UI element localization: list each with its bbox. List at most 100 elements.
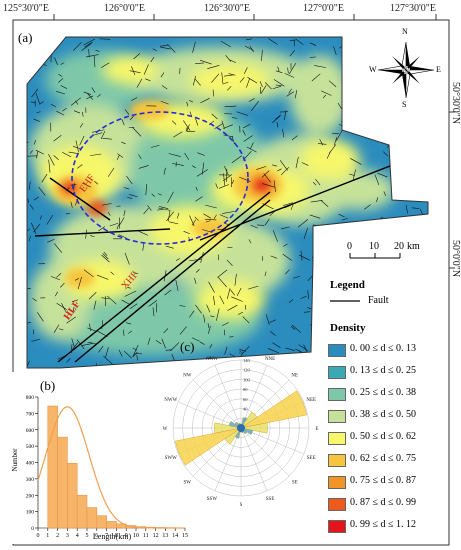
lineament — [207, 65, 220, 70]
histogram-bar — [96, 515, 107, 529]
lineament — [227, 86, 232, 91]
lineament — [70, 184, 77, 186]
lineament — [271, 164, 278, 167]
density-class-6: 0. 75 ≤ d ≤ 0. 87 — [328, 475, 458, 489]
lineament — [103, 251, 108, 256]
lineament — [231, 155, 242, 164]
lineament — [328, 144, 337, 154]
lineament — [215, 183, 218, 189]
lineament — [79, 123, 84, 128]
lineament — [72, 306, 75, 312]
lineament — [292, 276, 300, 279]
lineament — [195, 62, 205, 64]
density-label: 0. 62 ≤ d ≤ 0. 75 — [350, 453, 416, 464]
lineament — [419, 208, 423, 215]
lineament — [262, 183, 275, 188]
lineament — [195, 196, 203, 202]
histogram-xtick-label: 1 — [46, 533, 49, 539]
lineament — [121, 141, 126, 145]
lineament — [319, 139, 324, 146]
lineament — [328, 80, 337, 88]
lineament — [294, 90, 298, 99]
lineament — [303, 311, 311, 313]
lineament — [352, 169, 356, 181]
lineament — [192, 41, 196, 53]
lineament — [228, 73, 236, 76]
density-swatch — [328, 410, 346, 423]
density-label: 0. 00 ≤ d ≤ 0. 13 — [350, 343, 416, 354]
lineament — [348, 173, 355, 176]
lineament — [136, 354, 139, 361]
lineament — [147, 205, 152, 211]
lineament — [35, 149, 44, 155]
lineament — [124, 252, 130, 265]
lineament — [223, 74, 234, 77]
lineament — [71, 299, 79, 303]
lineament — [86, 95, 94, 100]
rose-spoke — [240, 427, 290, 477]
lineament — [160, 72, 165, 78]
lineament — [272, 230, 278, 242]
lineament — [163, 328, 169, 334]
lineament — [224, 105, 237, 108]
lineament — [50, 276, 61, 281]
lineament — [364, 204, 371, 210]
histogram-xtick-label: 4 — [76, 533, 79, 539]
lineament — [60, 62, 65, 65]
lineament — [29, 150, 33, 154]
lineament — [207, 323, 210, 328]
lineament — [232, 117, 238, 119]
compass-n: N — [402, 27, 408, 36]
density-title: Density — [330, 322, 366, 334]
lineament — [58, 78, 64, 83]
density-label: 0. 13 ≤ d ≤ 0. 25 — [350, 365, 416, 376]
lineament — [93, 132, 103, 136]
lineament — [60, 85, 68, 89]
density-swatch — [328, 432, 346, 445]
histogram-ytick-label: 100 — [26, 510, 35, 516]
top-coord-5: 127°30'0"E — [390, 3, 436, 14]
lineament — [161, 85, 168, 90]
caldera-outline — [71, 111, 249, 245]
density-class-5: 0. 62 ≤ d ≤ 0. 75 — [328, 453, 458, 467]
lineament — [87, 341, 96, 344]
lineament — [27, 322, 32, 324]
lineament — [48, 153, 55, 166]
rose-spoke — [214, 365, 242, 429]
lineament — [322, 94, 326, 99]
lineament — [82, 182, 92, 188]
lineament — [176, 212, 180, 219]
lineament — [30, 101, 36, 103]
lineament — [116, 224, 119, 230]
lineament — [213, 214, 217, 220]
histogram-xtick-label: 15 — [182, 533, 188, 539]
panel-label-c: (c) — [180, 339, 195, 354]
lineament — [309, 214, 321, 219]
lineament — [244, 45, 254, 51]
legend-fault-label: Fault — [368, 295, 389, 306]
lineament — [195, 186, 198, 191]
lineament — [280, 166, 290, 176]
right-coord-2: 50°0'0"N — [450, 240, 461, 278]
lineament — [297, 219, 309, 228]
lineament — [27, 198, 29, 203]
lineament — [83, 269, 94, 278]
lineament — [103, 355, 113, 365]
lineament — [285, 347, 295, 351]
lineament — [87, 93, 94, 100]
lineament — [223, 173, 225, 186]
lineament — [102, 253, 109, 260]
lineament — [129, 70, 141, 73]
lineament — [197, 152, 205, 156]
top-coord-4: 127°0'0"E — [303, 3, 344, 14]
lineament — [265, 82, 272, 90]
lineament — [222, 322, 229, 326]
lineament — [48, 159, 51, 173]
lineament — [222, 81, 229, 85]
lineament — [93, 300, 97, 310]
histogram-xtick-label: 5 — [86, 533, 89, 539]
lineament — [83, 91, 92, 95]
lineament — [145, 183, 148, 196]
lineament — [289, 50, 295, 57]
